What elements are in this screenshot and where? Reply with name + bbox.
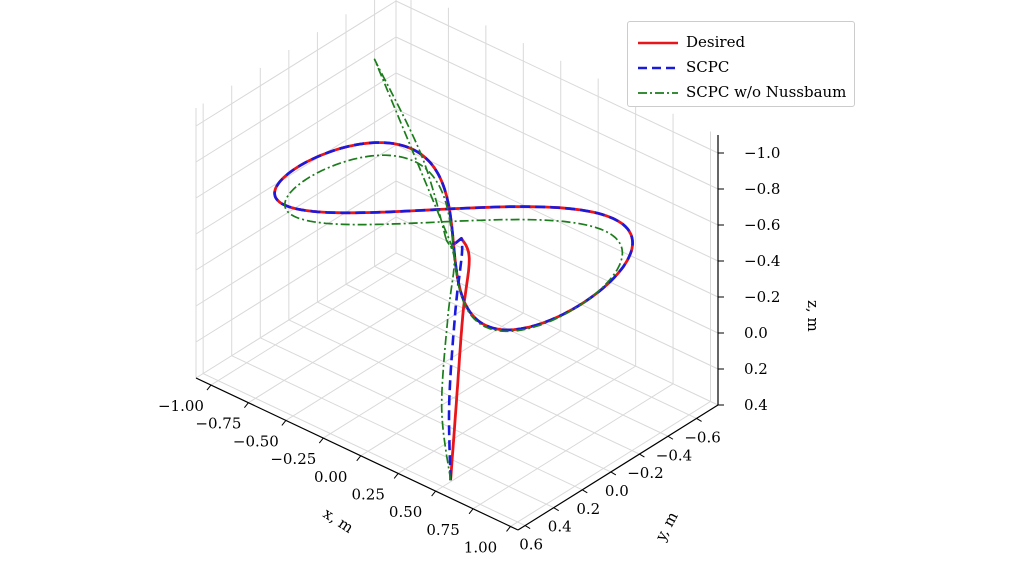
grid-x-floor [248, 277, 449, 404]
x-tick-mark [244, 402, 249, 409]
series-line-scpc-w-o-nussbaum [283, 58, 624, 481]
legend-label: SCPC w/o Nussbaum [686, 83, 847, 101]
x-axis-line [195, 377, 519, 531]
y-tick-mark [667, 435, 674, 440]
grid-z-back-wall [395, 36, 719, 190]
y-tick-mark [696, 417, 702, 422]
y-ticks: 0.6 0.40.2 0.0−0.2−0.4−0.6 [519, 417, 721, 554]
x-tick-mark [506, 526, 511, 532]
grid-x-floor [472, 383, 674, 510]
grid-z-left-wall [195, 72, 397, 199]
y-tick-mark [639, 453, 645, 458]
z-tick-label: −0.2 [744, 288, 780, 306]
x-tick-label: 0.50 [389, 503, 422, 521]
z-tick-label: −0.8 [744, 180, 780, 198]
grid-x-floor [397, 348, 599, 474]
legend: Desired SCPC SCPC w/o Nussbaum [627, 21, 855, 107]
z-tick-label: 0.2 [744, 360, 768, 378]
x-tick-label: 1.00 [464, 538, 497, 556]
y-tick-label: −0.6 [684, 428, 720, 446]
x-tick-mark [393, 473, 399, 479]
legend-item-scpc-wo-nussbaum: SCPC w/o Nussbaum [628, 80, 854, 106]
grid-z-left-wall [195, 0, 397, 127]
y-axis-line [517, 404, 719, 531]
x-tick-label: −0.75 [195, 415, 241, 433]
y-tick-mark [582, 489, 588, 494]
x-tick-mark [468, 508, 474, 515]
series-line-scpc [273, 141, 634, 481]
x-tick-label: −0.25 [270, 450, 316, 468]
x-tick-mark [206, 384, 212, 391]
legend-label: Desired [686, 33, 746, 51]
y-axis-label: y, m [651, 509, 682, 545]
grid-x-floor [323, 312, 524, 439]
grid-z-back-wall [395, 108, 719, 262]
legend-item-desired: Desired [628, 30, 854, 56]
x-tick-mark [431, 490, 437, 497]
legend-label: SCPC [686, 58, 730, 76]
y-tick-mark [524, 525, 531, 529]
axis-lines [195, 135, 719, 531]
grid-z-left-wall [195, 180, 397, 307]
z-tick-label: 0.0 [744, 324, 768, 342]
series-lines [273, 58, 634, 481]
y-tick-label: 0.4 [548, 518, 572, 536]
grid-z-back-wall [395, 72, 719, 226]
x-tick-mark [281, 420, 287, 426]
z-ticks: −1.0 −0.8 −0.6 −0.4 −0.2 0.0 0.2 0.4 [718, 144, 780, 414]
grid-y-floor [260, 337, 583, 491]
x-tick-label: 0.75 [426, 521, 459, 539]
grid-z-left-wall [195, 36, 397, 163]
legend-swatch-desired [638, 41, 678, 45]
grid-y-floor [317, 301, 640, 455]
grid-y-floor [345, 283, 669, 437]
grid-y-floor [231, 355, 554, 509]
grid-z-back-wall [395, 252, 719, 406]
legend-swatch-scpc [638, 66, 678, 70]
grid-x-floor [285, 294, 487, 421]
y-tick-label: 0.2 [576, 500, 600, 518]
grid-y-floor [374, 265, 697, 419]
y-tick-mark [553, 507, 559, 512]
grid-x-floor [210, 259, 412, 386]
x-tick-label: 0.00 [314, 468, 347, 486]
grid-z-left-wall [195, 216, 397, 343]
z-tick-label: −0.6 [744, 216, 780, 234]
x-ticks: −1.00−0.75−0.50−0.250.000.25 0.500.75 1.00 [158, 384, 511, 556]
legend-swatch-scpc-wo-nussbaum [638, 92, 678, 94]
grid-x-floor [510, 401, 711, 527]
legend-item-scpc: SCPC [628, 55, 854, 81]
z-tick-label: 0.4 [744, 396, 768, 414]
x-tick-label: 0.25 [351, 485, 384, 503]
grid-z-back-wall [395, 0, 719, 154]
grid-x-floor [360, 330, 562, 457]
x-tick-label: −1.00 [158, 397, 204, 415]
x-tick-mark [356, 455, 362, 462]
y-tick-label: 0.6 [519, 536, 543, 554]
x-axis-label: x, m [320, 504, 357, 537]
grid-x-floor [435, 365, 636, 492]
z-axis-label: z, m [804, 300, 822, 332]
grid-z-left-wall [195, 108, 397, 235]
y-tick-mark [610, 471, 617, 476]
y-tick-label: 0.0 [605, 482, 629, 500]
grid-y-floor [202, 373, 526, 526]
x-tick-label: −0.50 [233, 432, 279, 450]
grid-z-left-wall [195, 252, 397, 379]
x-tick-mark [318, 437, 324, 444]
y-tick-label: −0.2 [627, 464, 663, 482]
z-tick-label: −0.4 [744, 252, 780, 270]
z-tick-label: −1.0 [744, 144, 780, 162]
y-tick-label: −0.4 [656, 446, 692, 464]
